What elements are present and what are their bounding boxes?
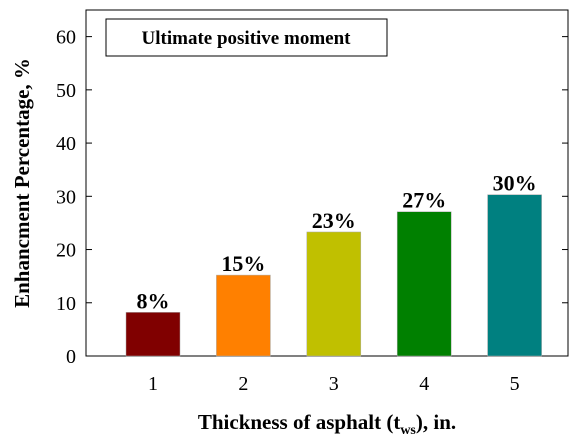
x-axis-title-part: Thickness of asphalt (t <box>198 410 400 434</box>
x-axis-title-subscript: ws <box>400 423 416 438</box>
y-tick-label: 20 <box>56 240 76 262</box>
y-tick-label: 50 <box>56 80 76 102</box>
bar <box>487 194 542 357</box>
annotation-box <box>105 18 388 57</box>
y-tick-label: 40 <box>56 133 76 155</box>
value-label: 23% <box>312 208 356 233</box>
x-axis-title: Thickness of asphalt (tws), in. <box>198 410 456 438</box>
bar <box>306 231 362 357</box>
x-tick-label: 4 <box>419 373 429 395</box>
y-tick-label: 30 <box>56 186 76 208</box>
bar <box>396 211 452 357</box>
y-tick-label: 10 <box>56 293 76 315</box>
annotation: Ultimate positive moment <box>142 28 352 49</box>
value-label: 27% <box>402 188 446 213</box>
x-tick-label: 5 <box>510 373 520 395</box>
value-label: 30% <box>493 171 537 196</box>
y-axis-title: Enhancment Percentage, % <box>10 58 34 308</box>
y-tick-label: 0 <box>66 346 76 368</box>
value-label: 8% <box>137 288 170 313</box>
y-tick-label: 60 <box>56 27 76 49</box>
x-tick-label: 2 <box>238 373 248 395</box>
bar <box>216 274 271 357</box>
x-tick-label: 3 <box>329 373 339 395</box>
x-tick-label: 1 <box>148 373 158 395</box>
value-label: 15% <box>221 251 265 276</box>
bar <box>125 312 181 357</box>
x-axis-title-part: ), in. <box>416 410 456 434</box>
